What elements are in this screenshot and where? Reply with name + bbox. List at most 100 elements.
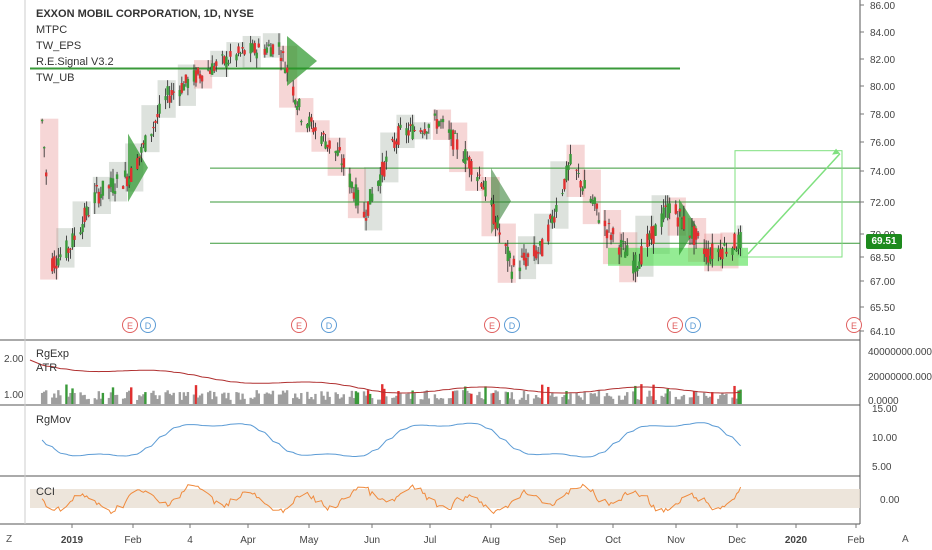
volume-bar	[308, 398, 311, 404]
candle-body	[182, 84, 186, 91]
earnings-marker[interactable]: E	[846, 317, 862, 333]
x-tick-label: May	[300, 535, 319, 546]
candle-body	[241, 47, 244, 49]
candle-body	[393, 140, 396, 148]
signal-triangle	[287, 36, 317, 86]
volume-bar	[518, 399, 522, 404]
projection-arrow-head	[832, 148, 840, 155]
volume-bar	[526, 394, 530, 404]
volume-bar	[541, 384, 544, 404]
volume-bar	[324, 399, 327, 404]
candle-body	[136, 158, 139, 170]
volume-bar	[482, 399, 485, 404]
earnings-marker[interactable]: E	[484, 317, 500, 333]
candle-body	[439, 120, 443, 122]
candle-body	[660, 213, 663, 227]
volume-bar	[150, 392, 153, 404]
candle-body	[326, 144, 329, 148]
candle-body	[409, 124, 412, 126]
candle-body	[243, 50, 246, 55]
volume-bar	[296, 397, 299, 404]
indicator-mtpc[interactable]: MTPC	[36, 24, 68, 36]
volume-bar	[666, 388, 669, 404]
candle-body	[619, 239, 623, 248]
candle-body	[324, 141, 327, 149]
candle-body	[269, 47, 273, 57]
volume-bar	[638, 399, 641, 404]
x-tick-label: Nov	[667, 535, 685, 546]
timezone-button[interactable]: Z	[6, 534, 13, 545]
candle-body	[399, 124, 402, 128]
candle-body	[253, 42, 256, 54]
candle-body	[648, 233, 651, 240]
volume-bar	[668, 391, 671, 404]
volume-bar	[555, 396, 558, 404]
candle-body	[140, 146, 143, 153]
volume-bar	[427, 398, 431, 404]
volume-bar	[646, 396, 649, 404]
rgmov-label[interactable]: RgMov	[36, 414, 71, 426]
symbol-title[interactable]: EXXON MOBIL CORPORATION, 1D, NYSE	[36, 8, 254, 20]
candle-body	[130, 168, 133, 182]
indicator-tw-eps[interactable]: TW_EPS	[36, 40, 82, 52]
volume-bar	[498, 399, 501, 404]
x-tick-label: Dec	[728, 535, 746, 546]
candle-body	[379, 174, 382, 186]
volume-bar	[215, 396, 218, 404]
candle-body	[239, 52, 242, 54]
candle-body	[156, 114, 159, 118]
candle-body	[111, 178, 115, 193]
candle-body	[561, 193, 564, 195]
auto-scale-button[interactable]: A	[902, 534, 909, 545]
dividend-marker[interactable]: D	[504, 317, 520, 333]
atr-line	[29, 359, 741, 394]
dividend-marker[interactable]: D	[321, 317, 337, 333]
volume-bar	[354, 391, 358, 404]
y-tick-label: 78.00	[870, 110, 895, 121]
candle-body	[298, 98, 301, 108]
atr-label[interactable]: ATR	[36, 362, 58, 374]
dividend-marker[interactable]: D	[140, 317, 156, 333]
candle-body	[381, 161, 384, 176]
dividend-marker[interactable]: D	[685, 317, 701, 333]
y-tick-label: 67.00	[870, 277, 895, 288]
volume-bar	[251, 398, 254, 404]
earnings-marker[interactable]: E	[667, 317, 683, 333]
volume-bar	[478, 391, 481, 404]
candle-body	[53, 256, 56, 268]
volume-bar	[55, 397, 58, 404]
volume-bar	[468, 393, 471, 404]
volume-bar	[617, 395, 621, 404]
candle-body	[255, 52, 258, 59]
volume-bar	[198, 395, 202, 404]
marker-circle	[504, 317, 520, 333]
candle-body	[455, 139, 459, 150]
volume-bar	[121, 398, 125, 404]
candle-body	[536, 252, 540, 254]
volume-bar	[208, 390, 212, 404]
trend-box	[432, 109, 452, 140]
candle-body	[265, 47, 269, 53]
candle-body	[223, 56, 226, 64]
candle-body	[229, 51, 232, 57]
volume-bar	[366, 390, 370, 404]
candle-body	[480, 183, 483, 187]
indicator-tw-ub[interactable]: TW_UB	[36, 72, 75, 84]
volume-bar	[453, 390, 457, 404]
x-tick-label: Jun	[364, 535, 380, 546]
volume-bar	[200, 393, 204, 404]
projection-arrow	[747, 153, 841, 255]
trend-box	[582, 169, 601, 225]
volume-bar	[95, 399, 99, 404]
volume-bar	[338, 398, 341, 404]
indicator-re-signal[interactable]: R.E.Signal V3.2	[36, 56, 114, 68]
cci-label[interactable]: CCI	[36, 486, 55, 498]
rgexp-label[interactable]: RgExp	[36, 348, 70, 360]
earnings-marker[interactable]: E	[122, 317, 138, 333]
volume-bar	[281, 390, 285, 404]
projection-box	[734, 150, 843, 258]
earnings-marker[interactable]: E	[291, 317, 307, 333]
candle-body	[425, 131, 429, 134]
volume-bar	[154, 395, 157, 404]
